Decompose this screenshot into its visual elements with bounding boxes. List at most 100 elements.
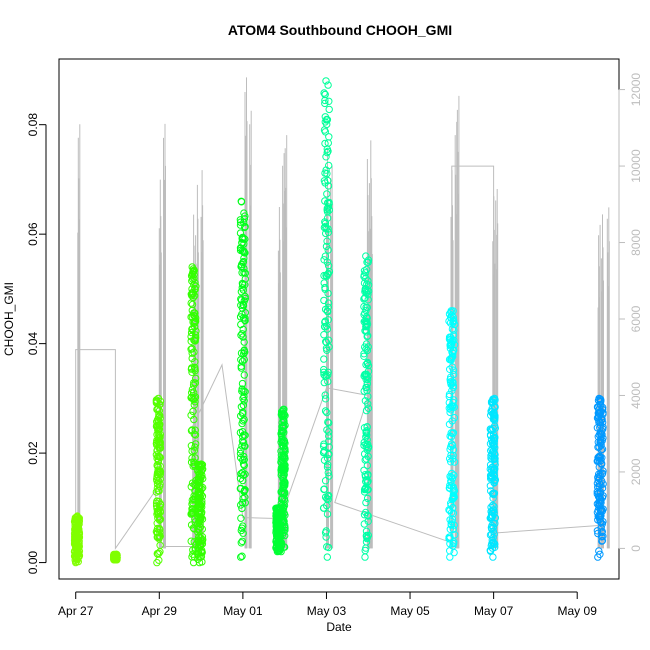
data-point: [278, 502, 286, 510]
data-point: [191, 431, 200, 439]
data-point: [188, 385, 197, 394]
data-point: [237, 501, 245, 509]
data-point: [156, 467, 164, 476]
x-tick-label: May 09: [558, 604, 598, 618]
data-point: [236, 474, 245, 483]
data-point: [594, 438, 602, 446]
data-point: [446, 336, 455, 344]
data-point: [236, 218, 245, 226]
y-axis: 0.00 0.02 0.04 0.06 0.08: [26, 113, 47, 574]
data-point: [596, 430, 605, 438]
data-point: [361, 397, 370, 405]
data-point: [280, 436, 288, 445]
data-point: [197, 534, 205, 542]
data-point: [320, 256, 328, 264]
data-point: [156, 515, 165, 524]
data-point: [489, 424, 497, 433]
data-point: [155, 549, 163, 557]
data-point: [446, 472, 454, 481]
data-point: [445, 335, 454, 343]
data-point: [594, 396, 603, 405]
data-point: [321, 285, 329, 293]
data-point: [446, 403, 455, 411]
data-point: [189, 407, 197, 416]
data-point: [361, 370, 370, 378]
data-point: [363, 359, 372, 368]
data-point: [239, 401, 248, 409]
data-point: [321, 395, 330, 403]
data-point: [324, 336, 333, 344]
data-point: [155, 410, 163, 418]
data-point: [152, 488, 161, 496]
data-point: [322, 338, 331, 346]
data-point: [451, 320, 459, 329]
data-point: [324, 176, 332, 185]
data-point: [194, 550, 202, 558]
x-tick-label: May 05: [390, 604, 430, 618]
data-point: [238, 552, 246, 560]
data-point: [156, 507, 164, 515]
data-point: [597, 512, 605, 520]
data-point: [598, 536, 607, 545]
data-point: [237, 295, 245, 303]
data-point: [187, 537, 195, 545]
x-axis-label: Date: [326, 620, 352, 634]
data-point: [195, 518, 203, 526]
data-point: [187, 458, 196, 466]
data-point: [325, 428, 333, 436]
data-point: [447, 356, 455, 364]
data-point: [364, 258, 372, 266]
data-point: [192, 440, 200, 448]
data-point: [598, 527, 606, 536]
data-point: [360, 466, 368, 474]
data-point: [362, 375, 370, 383]
data-point: [188, 368, 196, 376]
data-point: [196, 502, 205, 511]
data-point: [192, 317, 200, 325]
data-point: [240, 387, 248, 395]
data-point: [448, 340, 456, 348]
data-point: [446, 445, 454, 454]
data-point: [239, 333, 247, 341]
data-point: [240, 371, 249, 379]
data-point: [188, 364, 196, 372]
x-tick-label: May 07: [474, 604, 514, 618]
data-point: [362, 345, 370, 353]
data-point: [279, 519, 287, 527]
data-point: [240, 209, 248, 217]
data-point: [360, 488, 369, 496]
data-point: [360, 294, 369, 302]
data-point: [363, 320, 372, 328]
data-point: [491, 540, 499, 548]
data-point: [595, 489, 603, 497]
data-point: [323, 463, 332, 471]
data-point: [198, 558, 206, 566]
data-point: [321, 99, 329, 108]
data-point: [362, 428, 371, 437]
data-point: [195, 490, 203, 498]
x-tick-label: Apr 29: [142, 604, 178, 618]
data-point: [237, 364, 246, 372]
data-point: [449, 539, 457, 548]
data-point: [594, 453, 602, 462]
data-point: [446, 375, 454, 384]
data-point: [323, 553, 331, 561]
data-point: [321, 222, 330, 231]
data-point: [488, 513, 496, 521]
data-point: [155, 524, 164, 533]
data-point: [324, 468, 332, 477]
data-point: [598, 528, 606, 537]
data-point: [323, 208, 332, 216]
data-point: [154, 434, 163, 443]
data-point: [321, 118, 329, 126]
data-point: [153, 475, 161, 483]
altitude-track-line: [75, 165, 601, 550]
data-point: [280, 517, 288, 525]
data-point: [74, 549, 82, 558]
data-point: [450, 326, 458, 334]
data-point: [236, 246, 245, 255]
data-point: [190, 379, 198, 387]
data-point: [362, 483, 370, 492]
data-point: [238, 357, 247, 365]
